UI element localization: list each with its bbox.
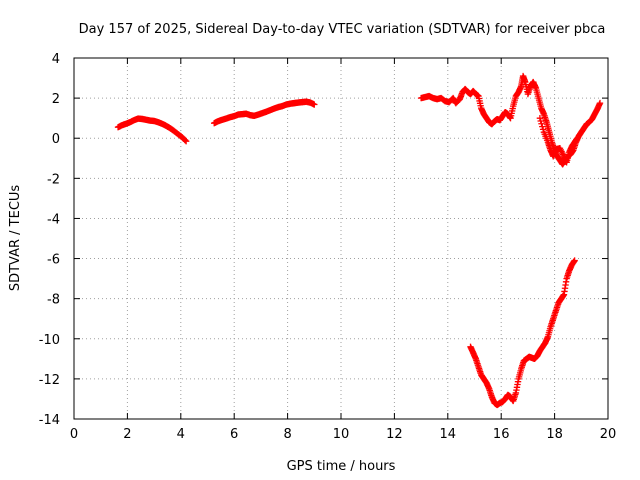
y-tick-label: -6 bbox=[47, 253, 60, 268]
y-tick-label: -4 bbox=[47, 212, 60, 227]
y-tick-labels: -14 -12 -10 -8 -6 -4 -2 0 2 4 bbox=[39, 52, 60, 428]
x-tick-label: 18 bbox=[546, 427, 563, 442]
data-point bbox=[574, 135, 581, 142]
grid bbox=[74, 58, 608, 419]
data-point bbox=[596, 99, 604, 107]
data-point bbox=[538, 120, 545, 127]
x-tick-label: 0 bbox=[70, 427, 78, 442]
data-point bbox=[539, 126, 547, 133]
y-tick-label: 0 bbox=[52, 132, 60, 147]
y-tick-label: -14 bbox=[39, 413, 60, 428]
y-tick-label: -12 bbox=[39, 373, 60, 388]
x-tick-label: 8 bbox=[283, 427, 291, 442]
data-point bbox=[571, 257, 578, 264]
data-point bbox=[537, 117, 544, 125]
x-tick-label: 4 bbox=[177, 427, 185, 442]
data-point bbox=[311, 101, 318, 108]
x-tick-label: 6 bbox=[230, 427, 238, 442]
data-point bbox=[536, 114, 544, 122]
x-tick-label: 10 bbox=[333, 427, 350, 442]
data-point bbox=[539, 123, 546, 130]
y-axis-label: SDTVAR / TECUs bbox=[8, 185, 23, 292]
y-tick-label: -10 bbox=[39, 333, 60, 348]
y-tick-label: 4 bbox=[52, 52, 60, 67]
x-tick-labels: 0 2 4 6 8 10 12 14 16 18 20 bbox=[70, 427, 616, 442]
chart-title: Day 157 of 2025, Sidereal Day-to-day VTE… bbox=[79, 22, 606, 37]
data-point bbox=[182, 138, 190, 145]
y-tick-label: -8 bbox=[47, 293, 60, 308]
plot-frame bbox=[73, 57, 609, 420]
data-point bbox=[182, 137, 189, 144]
x-tick-label: 16 bbox=[493, 427, 510, 442]
y-tick-label: -2 bbox=[47, 172, 60, 187]
x-axis-label: GPS time / hours bbox=[287, 459, 396, 474]
x-tick-label: 14 bbox=[440, 427, 457, 442]
x-tick-label: 12 bbox=[386, 427, 403, 442]
x-tick-label: 20 bbox=[600, 427, 617, 442]
x-tick-label: 2 bbox=[123, 427, 131, 442]
y-tick-label: 2 bbox=[52, 92, 60, 107]
data-points bbox=[114, 72, 604, 409]
